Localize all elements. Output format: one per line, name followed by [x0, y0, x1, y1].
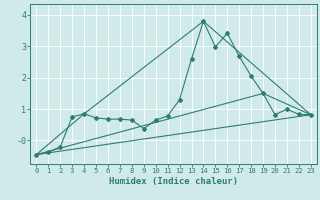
X-axis label: Humidex (Indice chaleur): Humidex (Indice chaleur): [109, 177, 238, 186]
